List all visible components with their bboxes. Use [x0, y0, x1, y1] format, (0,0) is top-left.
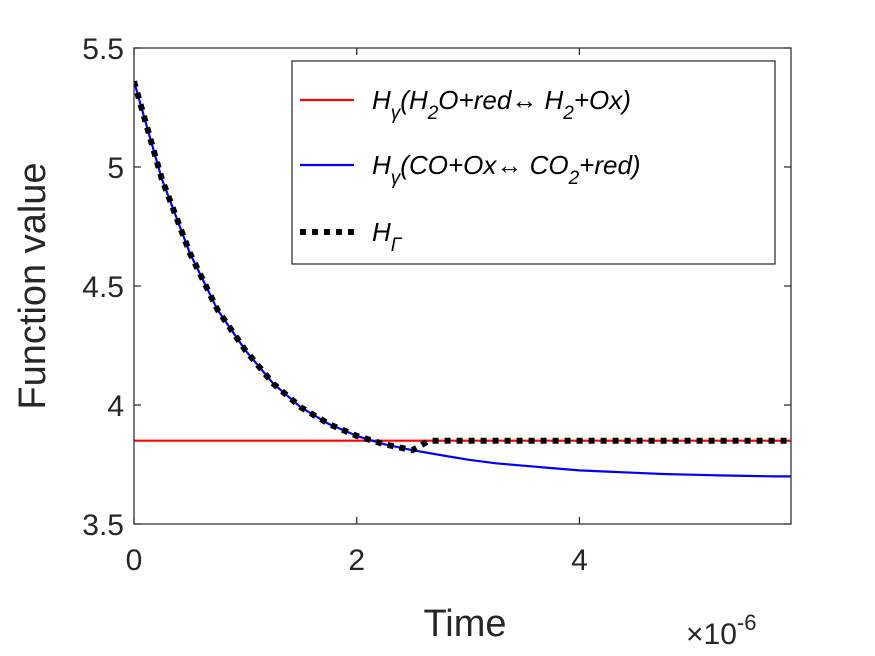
y-tick-label: 3.5: [82, 509, 124, 542]
legend: Hγ(H2O+red↔ H2+Ox) Hγ(CO+Ox↔ CO2+red) HΓ: [291, 60, 776, 265]
series-line-3: [134, 80, 791, 454]
legend-label-3: HΓ: [372, 217, 403, 256]
x-axis-exponent-base: ×10: [686, 618, 737, 651]
legend-label-1: Hγ(H2O+red↔ H2+Ox): [372, 85, 631, 124]
y-axis-label: Function value: [12, 162, 54, 409]
y-tick-label: 4: [107, 390, 124, 423]
x-tick-label: 2: [348, 544, 365, 577]
legend-label-2: Hγ(CO+Ox↔ CO2+red): [372, 150, 641, 189]
x-axis-exponent: ×10-6: [686, 610, 756, 651]
x-axis-label: Time: [423, 603, 506, 645]
y-tick-label: 5: [107, 152, 124, 185]
x-axis-exponent-power: -6: [737, 610, 757, 635]
axes: 0 2 4 3.5 4 4.5 5 5.5: [82, 33, 792, 577]
legend-box: [291, 60, 776, 265]
y-tick-label: 4.5: [82, 271, 124, 304]
x-tick-label: 0: [126, 544, 143, 577]
series-group: [134, 80, 791, 478]
y-tick-label: 5.5: [82, 33, 124, 66]
x-tick-label: 4: [571, 544, 588, 577]
